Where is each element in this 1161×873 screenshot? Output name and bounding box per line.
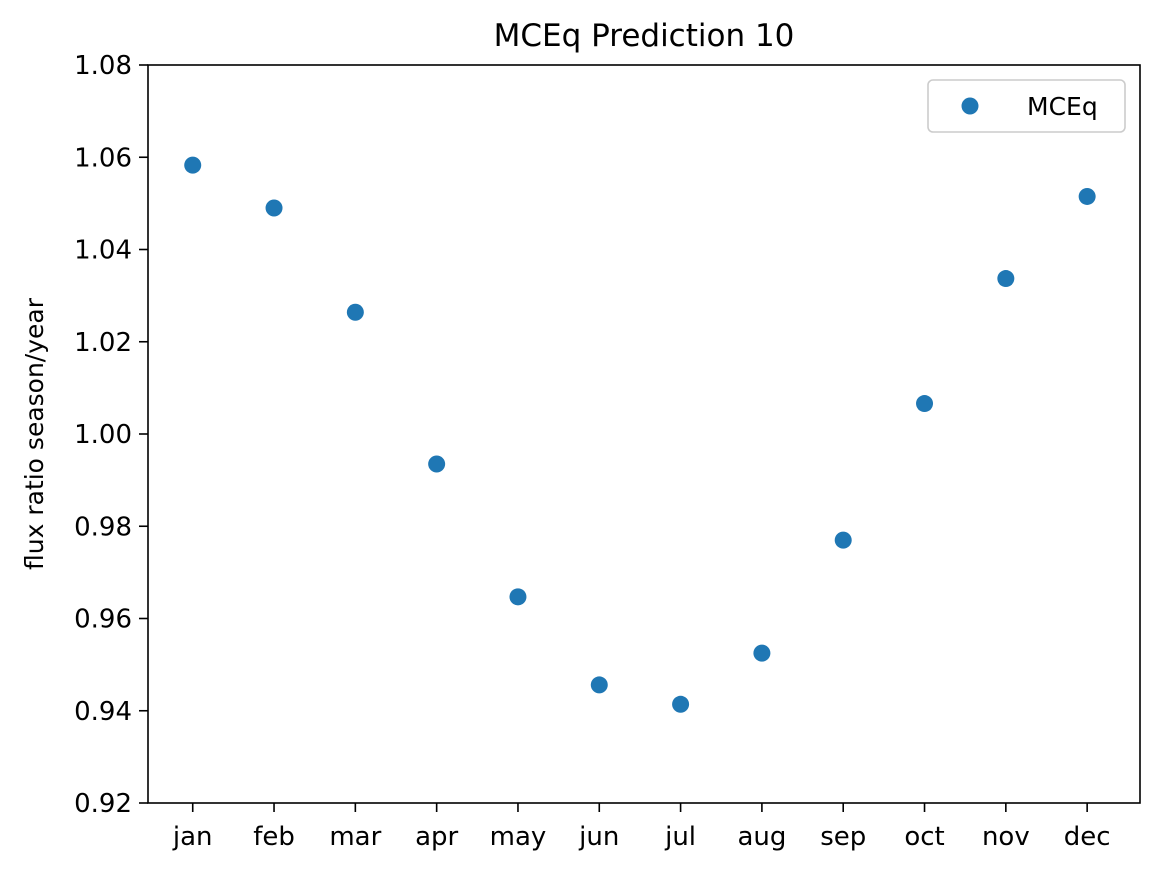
data-point xyxy=(916,395,934,413)
y-tick-label: 0.92 xyxy=(74,789,132,819)
data-point xyxy=(590,676,608,694)
x-tick-label: sep xyxy=(820,822,866,852)
data-points xyxy=(184,156,1096,713)
plot-frame xyxy=(147,64,1141,804)
data-point xyxy=(346,303,364,321)
y-axis-ticks: 0.92 0.94 0.96 0.98 1.00 1.02 1.04 1.06 1.08 xyxy=(74,51,148,819)
data-point xyxy=(672,695,690,713)
x-tick-label: mar xyxy=(329,822,381,852)
legend: MCEq xyxy=(927,79,1126,133)
x-tick-label: jan xyxy=(172,822,213,852)
x-tick-label: jul xyxy=(664,822,696,852)
data-point xyxy=(509,588,527,606)
x-tick-label: apr xyxy=(415,822,458,852)
x-tick-label: may xyxy=(490,822,547,852)
data-point xyxy=(428,455,446,473)
y-tick-label: 0.98 xyxy=(74,512,132,542)
data-point xyxy=(997,270,1015,288)
data-point xyxy=(265,199,283,217)
y-tick-label: 0.96 xyxy=(74,605,132,635)
legend-box xyxy=(927,79,1126,133)
y-tick-label: 1.06 xyxy=(74,143,132,173)
data-point xyxy=(1078,187,1096,205)
chart-title: MCEq Prediction 10 xyxy=(494,18,795,54)
y-tick-label: 1.04 xyxy=(74,236,132,266)
x-tick-label: dec xyxy=(1064,822,1111,852)
y-axis-title: flux ratio season/year xyxy=(20,297,49,570)
y-tick-label: 1.02 xyxy=(74,328,132,358)
data-point xyxy=(753,644,771,662)
data-point xyxy=(834,531,852,549)
x-tick-label: aug xyxy=(737,822,786,852)
data-point xyxy=(184,156,202,174)
x-tick-label: nov xyxy=(982,822,1030,852)
x-tick-label: feb xyxy=(253,822,295,852)
legend-marker xyxy=(961,97,979,115)
x-tick-label: oct xyxy=(904,822,944,852)
y-tick-label: 1.00 xyxy=(74,420,132,450)
x-tick-label: jun xyxy=(578,822,619,852)
y-tick-label: 1.08 xyxy=(74,51,132,81)
y-tick-label: 0.94 xyxy=(74,697,132,727)
x-axis-ticks: jan feb mar apr may jun jul aug sep oct nov dec xyxy=(172,803,1111,852)
legend-label: MCEq xyxy=(1027,92,1098,121)
